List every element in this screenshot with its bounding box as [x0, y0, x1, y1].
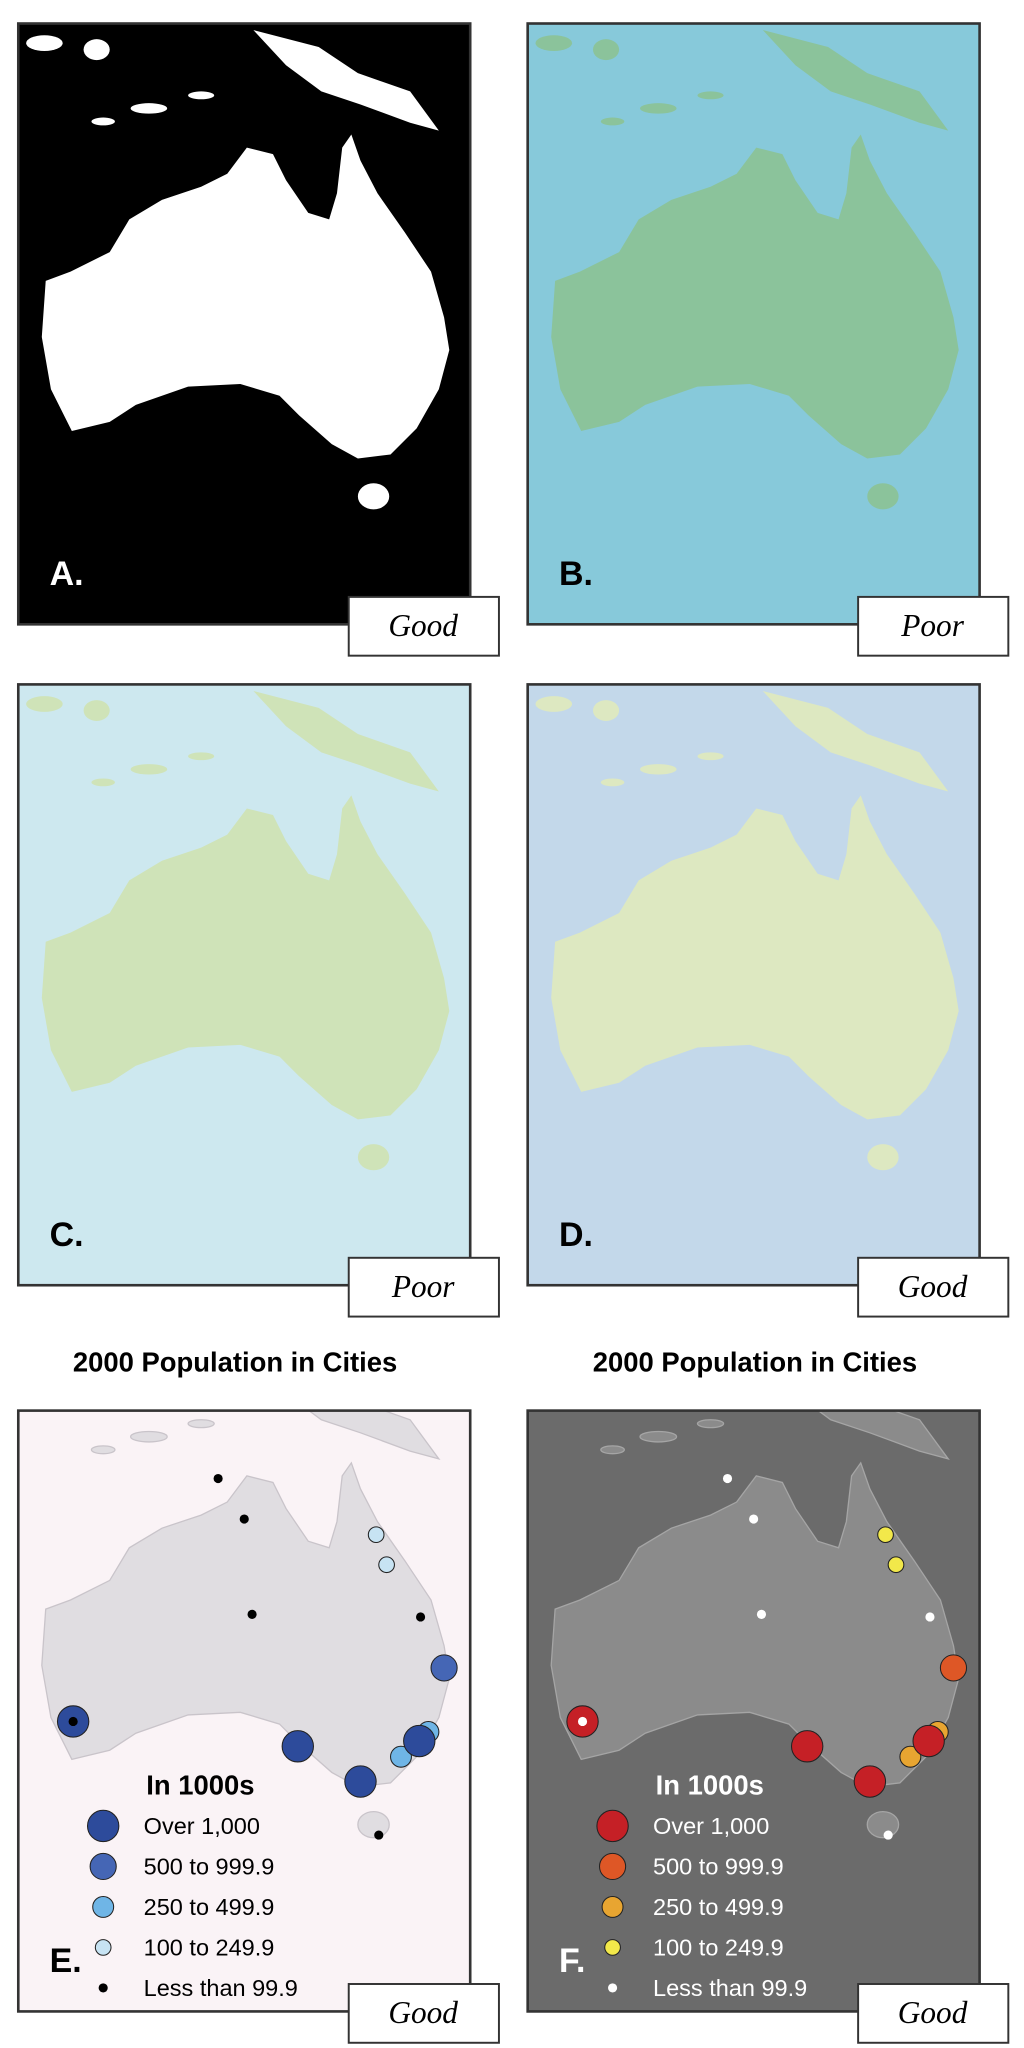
legend-swatch: [598, 1852, 627, 1881]
legend-swatch: [94, 1939, 112, 1956]
panel-letter: E.: [50, 1942, 82, 1980]
legend-label: Over 1,000: [144, 1813, 260, 1839]
city-dot: [390, 1745, 412, 1768]
legend-label: Over 1,000: [653, 1813, 769, 1839]
map-panel: B.: [526, 22, 981, 626]
city-dot: [367, 1526, 385, 1544]
map-panel: C.: [16, 683, 472, 1287]
city-dot: [281, 1730, 314, 1763]
map-title: 2000 Population in Cities: [593, 1346, 917, 1377]
city-dot: [416, 1612, 426, 1622]
city-dot: [374, 1830, 384, 1840]
rating-box: [347, 1256, 500, 1318]
legend-label: 100 to 249.9: [144, 1934, 275, 1960]
map-frame: [526, 22, 981, 626]
panel-letter: C.: [50, 1216, 84, 1254]
city-dot: [722, 1473, 733, 1484]
city-dot: [939, 1654, 968, 1682]
map-panel: A.: [16, 22, 472, 626]
city-dot: [912, 1724, 945, 1758]
legend-swatch: [89, 1852, 117, 1881]
city-dot: [403, 1724, 436, 1758]
legend-label: 250 to 499.9: [144, 1894, 275, 1920]
rating: Poor: [391, 1269, 455, 1304]
city-dot: [853, 1765, 887, 1798]
city-dot: [213, 1473, 223, 1484]
rating-box: [857, 1983, 1010, 2044]
legend-swatch: [601, 1895, 624, 1918]
rating: Good: [898, 1269, 968, 1304]
rating: Good: [388, 608, 458, 643]
legend-swatch: [608, 1983, 618, 1993]
city-dot: [899, 1745, 922, 1768]
map-frame: [16, 683, 472, 1287]
legend-label: Less than 99.9: [144, 1975, 298, 2001]
legend-swatch: [604, 1939, 621, 1956]
rating: Poor: [900, 608, 964, 643]
legend-swatch: [98, 1983, 108, 1993]
panel-letter: D.: [559, 1216, 593, 1254]
legend-label: 500 to 999.9: [144, 1853, 275, 1879]
rating-box: [857, 1256, 1010, 1318]
panel-letter: F.: [559, 1942, 585, 1980]
legend-swatch: [596, 1809, 629, 1843]
city-dot: [68, 1716, 78, 1727]
legend-label: Less than 99.9: [653, 1975, 807, 2001]
city-dot: [756, 1609, 767, 1619]
legend-label: 100 to 249.9: [653, 1934, 784, 1960]
city-dot: [378, 1556, 395, 1574]
map-frame: [526, 683, 981, 1287]
legend-title: In 1000s: [146, 1770, 254, 1801]
rating-box: [347, 595, 500, 657]
city-dot: [430, 1654, 458, 1682]
legend-label: 250 to 499.9: [653, 1894, 784, 1920]
city-dot: [239, 1514, 249, 1524]
city-dot: [790, 1730, 824, 1763]
city-dot: [247, 1609, 257, 1619]
city-dot: [925, 1612, 935, 1622]
map-panel: D.: [526, 683, 981, 1287]
map-frame: [16, 22, 472, 626]
city-dot: [577, 1716, 588, 1727]
legend-label: 500 to 999.9: [653, 1853, 784, 1879]
legend-swatch: [86, 1809, 120, 1843]
legend-swatch: [92, 1895, 115, 1918]
rating-box: [857, 595, 1010, 657]
city-dot: [887, 1556, 905, 1574]
panel-letter: A.: [50, 555, 84, 593]
city-dot: [877, 1526, 894, 1544]
rating-box: [347, 1983, 500, 2044]
city-dot: [344, 1765, 377, 1798]
panel-letter: B.: [559, 555, 593, 593]
legend-title: In 1000s: [656, 1770, 764, 1801]
map-frame: [526, 1409, 981, 2013]
city-dot: [883, 1830, 893, 1840]
map-title: 2000 Population in Cities: [73, 1346, 397, 1377]
rating: Good: [898, 1995, 968, 2030]
city-dot: [749, 1514, 759, 1524]
map-frame: [16, 1409, 472, 2013]
rating: Good: [388, 1995, 458, 2030]
